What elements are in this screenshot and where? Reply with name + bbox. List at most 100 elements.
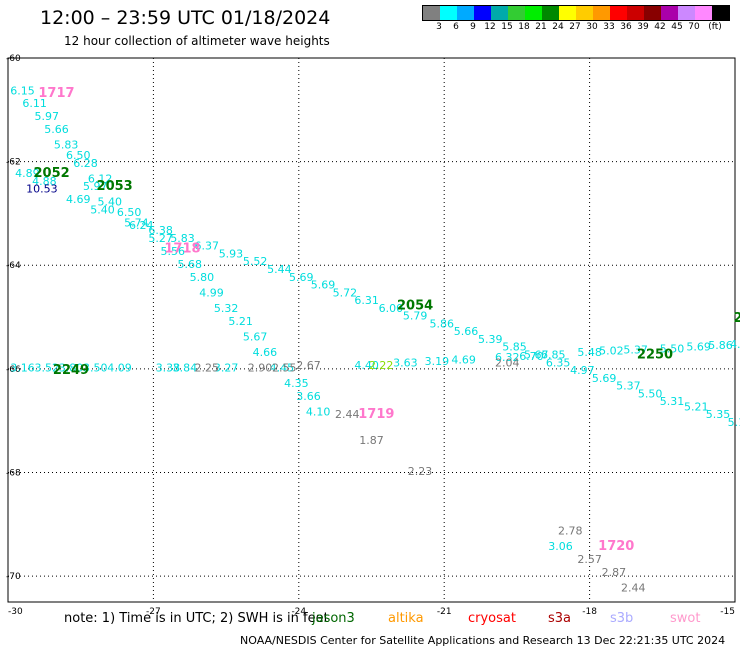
wave-height-value: 6.37 [194,240,219,253]
pass-time-label: 2249 [53,363,89,378]
lon-label: -30 [8,607,23,617]
wave-height-value: 5.66 [454,325,479,338]
legend-swatch [661,6,678,20]
legend-label: 24 [552,22,564,32]
wave-height-value: 4.97 [570,364,595,377]
wave-height-color-legend: 3 6 9 12 15 18 21 24 27 30 33 36 39 42 45 70 (ft) [422,5,730,35]
wave-height-value: 5.79 [403,310,428,323]
wave-height-value: 10.53 [26,183,58,196]
legend-swatch [457,6,474,20]
legend-label: 12 [484,22,496,32]
wave-height-value: 5.72 [333,286,358,299]
legend-swatch [440,6,457,20]
wave-height-value: 3.19 [425,355,450,368]
legend-labels: 3 6 9 12 15 18 21 24 27 30 33 36 39 42 45 70 (ft) [422,21,730,35]
credit-line: NOAA/NESDIS Center for Satellite Applica… [240,634,726,647]
graticule-grid [8,58,735,602]
legend-label: 39 [637,22,649,32]
wave-height-value: 2.23 [408,465,433,478]
legend-swatch [712,6,729,20]
legend-label: 33 [603,22,615,32]
wave-height-value: 5.67 [524,348,549,361]
satellite-jason3: jason3 [312,611,355,626]
wave-height-value: 3.52 [35,361,60,374]
lon-label: -18 [582,607,597,617]
wave-height-value: 4.69 [451,354,476,367]
wave-height-value: 2.67 [296,359,321,372]
wave-height-value: 1.87 [359,434,384,447]
lat-label: -70 [6,572,21,582]
lat-label: -68 [6,468,21,478]
wave-height-value: 3.16 [10,361,35,374]
lon-label: -15 [720,607,735,617]
legend-swatch [559,6,576,20]
wave-height-value: 5.40 [98,196,123,209]
wave-height-value: 4.40 [354,359,379,372]
map-subtitle: 12 hour collection of altimeter wave hei… [64,34,330,48]
wave-height-value: 2.87 [602,566,627,579]
wave-height-value: 6.32 [495,351,520,364]
wave-height-value: 6.00 [379,302,404,315]
wave-height-value: 5.39 [478,333,503,346]
wave-height-value: 4.66 [253,346,278,359]
legend-swatches [422,5,730,21]
wave-height-value: 3.38 [156,361,181,374]
wave-height-value: 5.52 [243,255,268,268]
wave-height-value: 5.69 [592,372,617,385]
wave-height-value: 6.15 [10,84,35,97]
lon-label: -24 [291,607,306,617]
wave-height-value: 5.85 [502,341,527,354]
legend-label: 70 [688,22,700,32]
wave-height-value: 5.50 [660,342,685,355]
legend-swatch [542,6,559,20]
wave-height-value: 5.66 [44,123,69,136]
legend-label: 21 [535,22,547,32]
wave-height-value: 5.21 [228,315,253,328]
legend-swatch [474,6,491,20]
legend-label: 15 [501,22,513,32]
wave-height-value: 5.44 [267,263,292,276]
wave-height-value: 5.32 [214,302,239,315]
wave-height-value: 5.02 [599,344,624,357]
wave-height-value: 6.12 [88,172,113,185]
wave-height-value: 6.85 [541,348,566,361]
wave-height-value: 6.38 [148,224,173,237]
wave-height-value: 2.22 [369,359,394,372]
wave-height-value: 4.89 [730,338,740,351]
legend-swatch [593,6,610,20]
wave-height-value: 2.90 [248,361,273,374]
wave-height-value: 6.70 [519,350,544,363]
wave-height-value: 5.93 [219,247,244,260]
wave-height-value: 5.74 [124,216,149,229]
lat-label: -66 [6,365,21,375]
legend-swatch [423,6,440,20]
wave-height-value: 4.89 [15,167,40,180]
legend-label: 27 [569,22,581,32]
wave-height-value: 6.11 [22,97,47,110]
legend-label: 3 [436,22,442,32]
wave-height-value: 5.68 [178,258,203,271]
wave-height-value: 3.50 [83,361,108,374]
map-title: 12:00 – 23:59 UTC 01/18/2024 [40,7,331,29]
wave-height-value: 5.27 [148,232,173,245]
lat-label: -64 [6,261,21,271]
legend-label: 6 [453,22,459,32]
wave-height-value: 2.78 [558,525,583,538]
wave-height-value: 4.45 [270,361,295,374]
wave-height-value: 2.44 [621,582,646,595]
lat-label: -62 [6,158,21,168]
wave-height-value: 3.27 [214,361,239,374]
wave-height-value: 5.40 [90,203,115,216]
legend-swatch [576,6,593,20]
wave-height-value: 5.50 [638,387,663,400]
pass-time-label: 1719 [358,407,394,422]
wave-height-value: 5.48 [577,346,602,359]
wave-height-value: 5.86 [708,339,733,352]
pass-time-label: 1718 [164,241,200,256]
wave-height-value: 5.69 [686,341,711,354]
wave-height-value: 5.56 [161,245,186,258]
wave-height-value: 5.37 [623,343,648,356]
wave-height-value: 2.25 [194,361,219,374]
wave-height-value: 5.80 [190,271,215,284]
